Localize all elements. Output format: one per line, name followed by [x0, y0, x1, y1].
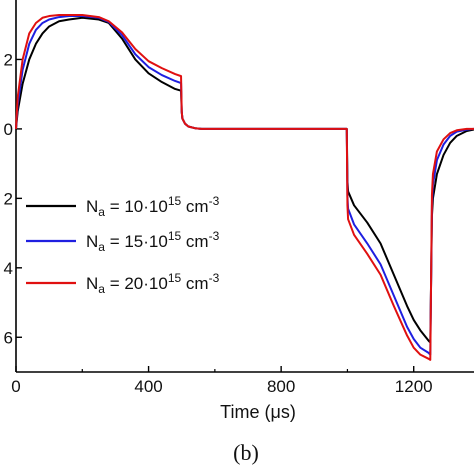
y-tick-label: 2	[4, 50, 13, 69]
figure-caption: (b)	[233, 440, 259, 465]
legend-label-3: Na = 20·1015 cm-3	[86, 271, 220, 296]
y-tick-label: 2	[4, 189, 13, 208]
plot-frame	[15, 0, 474, 373]
y-tick-label: 4	[4, 259, 13, 278]
x-axis-ticks: 040080012001	[11, 366, 433, 396]
x-tick-label: 800	[267, 377, 295, 396]
y-axis-ticks: 420246	[4, 50, 22, 347]
x-tick-label: 0	[11, 377, 20, 396]
legend-label-2: Na = 15·1015 cm-3	[86, 229, 220, 254]
y-tick-label: 0	[4, 120, 13, 139]
legend-label-1: Na = 10·1015 cm-3	[86, 194, 220, 219]
x-tick-label: 1200	[395, 377, 433, 396]
series-line-1	[15, 16, 474, 344]
y-tick-label: 6	[4, 328, 13, 347]
series-line-3	[15, 14, 474, 361]
legend: Na = 10·1015 cm-3 Na = 15·1015 cm-3 Na = 2…	[26, 194, 220, 296]
series-lines	[15, 14, 474, 361]
x-axis-label: Time (μs)	[220, 402, 296, 422]
x-tick-label: 400	[134, 377, 162, 396]
